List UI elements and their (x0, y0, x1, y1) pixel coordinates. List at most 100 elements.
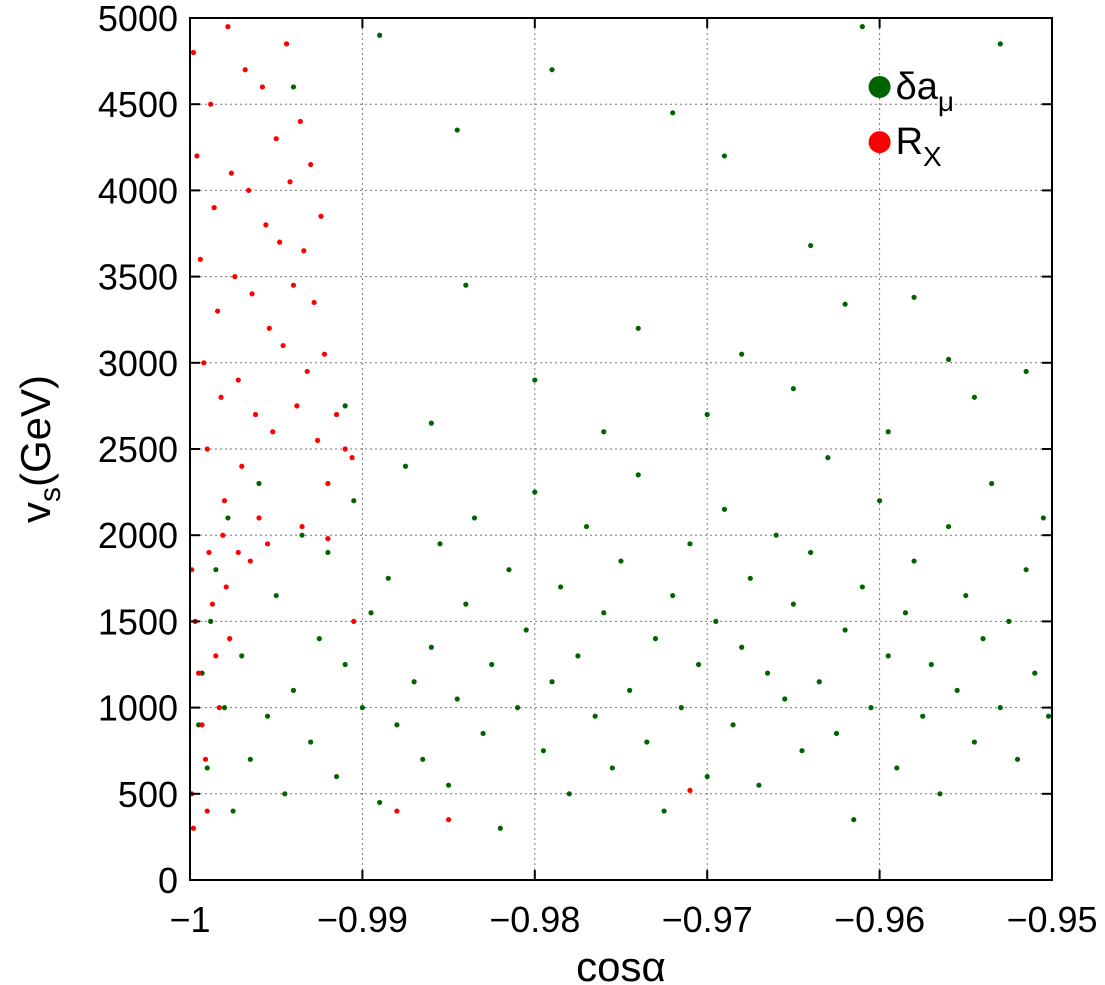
data-point (928, 661, 934, 668)
data-point (235, 377, 241, 383)
data-point (220, 532, 226, 538)
data-point (290, 282, 297, 288)
y-tick-label: 1000 (98, 688, 178, 729)
data-point (308, 739, 314, 745)
data-point (394, 722, 400, 728)
data-point (325, 480, 331, 487)
legend: δaμ RX (868, 66, 954, 172)
data-point (351, 498, 357, 504)
y-axis-title-main: v (12, 502, 59, 523)
y-tick-label: 2000 (98, 515, 178, 556)
data-point (239, 463, 245, 469)
data-point (218, 394, 224, 400)
data-point (225, 24, 231, 30)
data-point (1040, 515, 1046, 521)
data-point (223, 584, 229, 590)
data-point (454, 127, 460, 133)
data-point (252, 411, 259, 418)
y-axis-title-unit: (GeV) (12, 375, 59, 487)
data-point (842, 301, 848, 307)
data-point (635, 472, 641, 478)
x-tick-label: −0.99 (317, 899, 408, 940)
data-point (877, 498, 883, 504)
data-point (575, 653, 581, 659)
data-point (773, 532, 779, 538)
data-point (989, 480, 995, 487)
data-point (264, 713, 271, 719)
data-point (782, 696, 788, 702)
data-point (489, 661, 495, 668)
data-point (299, 523, 305, 530)
y-axis-title: vs(GeV) (12, 375, 67, 523)
data-point (730, 722, 736, 728)
data-point (282, 791, 288, 797)
data-point (283, 41, 290, 47)
data-point (790, 601, 797, 607)
data-point (402, 463, 409, 469)
data-point (549, 67, 555, 73)
data-point (318, 213, 324, 219)
data-point (920, 713, 926, 719)
data-point (359, 705, 365, 711)
data-point (739, 351, 745, 357)
data-point (208, 618, 214, 625)
data-point (301, 248, 307, 254)
x-tick-labels: −1 −0.99 −0.98 −0.97 −0.96 −0.95 (169, 899, 1097, 940)
x-tick-label: −0.98 (489, 899, 580, 940)
x-tick-label: −0.97 (662, 899, 753, 940)
data-point (670, 110, 676, 116)
data-point (480, 730, 486, 737)
series-1 (189, 24, 693, 831)
data-point (471, 515, 478, 521)
data-point (506, 567, 512, 573)
data-point (764, 670, 771, 676)
y-tick-label: 0 (158, 860, 178, 901)
y-tick-label: 500 (118, 774, 178, 815)
data-point (228, 170, 234, 176)
data-point (411, 679, 417, 685)
data-point (242, 67, 248, 73)
x-tick-label: −1 (169, 899, 210, 940)
data-point (273, 136, 279, 142)
data-point (713, 618, 719, 625)
data-point (247, 558, 253, 564)
data-point (321, 351, 328, 357)
data-point (256, 480, 262, 487)
data-point (808, 549, 814, 556)
data-point (446, 817, 452, 823)
data-point (247, 756, 253, 762)
legend-label-delta-a-mu: δaμ (896, 66, 954, 117)
data-point (618, 558, 624, 564)
data-point (808, 242, 814, 249)
data-point (377, 799, 383, 806)
data-point (558, 584, 564, 590)
legend-label-r-x: RX (896, 121, 942, 172)
data-point (308, 161, 314, 168)
legend-marker-delta-a-mu (868, 75, 891, 98)
data-point (885, 429, 891, 435)
data-point (277, 239, 283, 245)
data-point (678, 705, 684, 711)
data-point (523, 627, 529, 633)
data-point (249, 291, 255, 297)
data-point (816, 679, 822, 685)
data-point (204, 808, 210, 814)
data-point (652, 636, 659, 642)
data-point (225, 515, 231, 521)
data-point (437, 541, 443, 547)
data-point (695, 661, 702, 668)
data-point (894, 765, 900, 771)
data-point (825, 455, 831, 461)
data-point (273, 592, 279, 599)
data-point (997, 41, 1003, 47)
data-point (227, 636, 233, 642)
data-point (290, 84, 297, 90)
data-point (311, 299, 317, 306)
data-point (201, 360, 207, 366)
data-point (997, 705, 1003, 711)
axis-ticks (189, 17, 1053, 881)
x-tick-label: −0.95 (1006, 899, 1097, 940)
data-point (971, 739, 978, 745)
data-point (566, 791, 572, 797)
data-point (342, 403, 348, 409)
